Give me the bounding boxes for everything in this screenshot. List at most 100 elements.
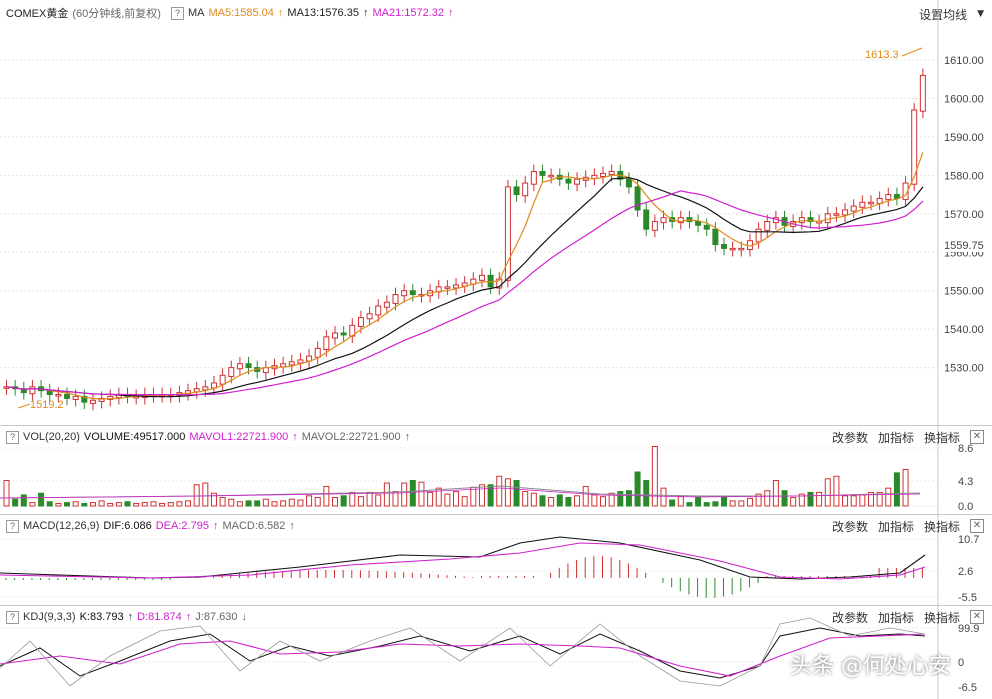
volume-bar xyxy=(55,502,62,507)
period-label: (60分钟线,前复权) xyxy=(72,8,161,20)
volume-bar xyxy=(677,496,684,507)
candle xyxy=(297,359,304,364)
volume-bar xyxy=(764,490,771,507)
volume-chart[interactable]: 8.6 4.3 0.0 xyxy=(0,426,992,514)
add-indicator-button[interactable]: 加指标 xyxy=(877,610,914,625)
volume-bar xyxy=(107,502,114,507)
volume-bar xyxy=(29,502,36,507)
volume-bar xyxy=(599,496,606,507)
candle xyxy=(522,182,529,197)
j-value: J:87.630 xyxy=(195,611,238,623)
candle xyxy=(893,194,900,199)
ma-settings[interactable]: 设置均线 ▼ xyxy=(919,5,984,23)
volume-bar xyxy=(332,497,339,507)
d-value: D:81.874 xyxy=(137,611,182,623)
dea-value: DEA:2.795 xyxy=(155,520,209,532)
current-price-label: 1559.75 xyxy=(944,240,984,252)
candle xyxy=(314,347,321,358)
candle xyxy=(599,172,606,178)
help-icon[interactable]: ? xyxy=(170,6,184,20)
mavol1-label: MAVOL1:22721.900 xyxy=(189,431,289,443)
candle xyxy=(20,388,27,394)
candle xyxy=(323,336,330,351)
candle xyxy=(357,317,364,327)
macd-panel: 10.7 2.6 -5.5 ? MACD(12,26,9) DIF:6.086 DE… xyxy=(0,515,992,605)
y-tick-label: 10.7 xyxy=(958,534,979,546)
arrow-up-icon: ↑ xyxy=(404,431,411,443)
candle xyxy=(409,290,416,296)
volume-bar xyxy=(262,498,269,507)
ma21-label: MA21:1572.32 xyxy=(372,7,445,19)
arrow-down-icon: ↓ xyxy=(241,611,247,623)
ma5-arrow-icon: ↑ xyxy=(277,7,284,19)
volume-bar xyxy=(617,491,624,507)
volume-bar xyxy=(159,502,166,507)
swap-indicator-button[interactable]: 换指标 xyxy=(923,519,960,534)
candlestick-chart[interactable]: 1610.001600.001590.001580.001570.001560.… xyxy=(0,0,992,425)
add-indicator-button[interactable]: 加指标 xyxy=(877,519,914,534)
params-button[interactable]: 改参数 xyxy=(831,610,868,625)
volume-bar xyxy=(790,497,797,507)
volume-bar xyxy=(565,497,572,507)
kdj-chart[interactable]: 99.9 0 -6.5 xyxy=(0,606,992,699)
swap-indicator-button[interactable]: 换指标 xyxy=(923,610,960,625)
help-icon[interactable]: ? xyxy=(6,430,19,444)
volume-bar xyxy=(833,475,840,507)
candle xyxy=(859,201,866,208)
y-tick-label: 1540.00 xyxy=(944,324,984,336)
macd-header: ? MACD(12,26,9) DIF:6.086 DEA:2.795 ↑ MAC… xyxy=(0,517,992,535)
volume-bar xyxy=(712,501,719,507)
candle xyxy=(375,305,382,316)
volume-bar xyxy=(643,480,650,507)
candle xyxy=(574,178,581,185)
volume-bar xyxy=(38,492,45,507)
candle xyxy=(677,217,684,224)
volume-bar xyxy=(746,497,753,507)
candle xyxy=(565,178,572,184)
candle xyxy=(392,294,399,304)
volume-bar xyxy=(539,495,546,507)
price-header: COMEX黄金 (60分钟线,前复权) ? MA MA5:1585.04 ↑ MA… xyxy=(0,4,992,22)
volume-buttons: 改参数 加指标 换指标 ✕ xyxy=(832,428,984,446)
close-icon[interactable]: ✕ xyxy=(970,430,984,444)
volume-bar xyxy=(349,491,356,507)
help-icon[interactable]: ? xyxy=(6,519,19,533)
volume-bar xyxy=(487,484,494,507)
volume-bar xyxy=(176,501,183,507)
volume-bar xyxy=(625,490,632,507)
volume-bar xyxy=(245,500,252,507)
volume-bar xyxy=(885,487,892,507)
close-icon[interactable]: ✕ xyxy=(970,519,984,533)
macd-chart[interactable]: 10.7 2.6 -5.5 xyxy=(0,515,992,605)
params-button[interactable]: 改参数 xyxy=(831,430,868,445)
volume-bar xyxy=(167,502,174,507)
y-tick-label: 1590.00 xyxy=(944,132,984,144)
volume-bar xyxy=(461,496,468,507)
volume-bar xyxy=(496,475,503,507)
candle xyxy=(366,313,373,320)
close-icon[interactable]: ✕ xyxy=(970,610,984,624)
volume-bar xyxy=(738,500,745,507)
candle xyxy=(548,174,555,178)
candle xyxy=(89,399,96,404)
volume-bar xyxy=(340,495,347,507)
volume-bar xyxy=(470,486,477,507)
help-icon[interactable]: ? xyxy=(6,610,19,624)
ma21-line xyxy=(6,190,924,396)
volume-bar xyxy=(236,501,243,507)
volume-bar xyxy=(141,502,148,507)
add-indicator-button[interactable]: 加指标 xyxy=(877,430,914,445)
ma5-line xyxy=(6,152,924,400)
candle xyxy=(591,174,598,179)
swap-indicator-button[interactable]: 换指标 xyxy=(923,430,960,445)
volume-bar xyxy=(703,502,710,507)
volume-bar xyxy=(867,491,874,507)
y-tick-label: 1610.00 xyxy=(944,55,984,67)
candle xyxy=(332,332,339,339)
params-button[interactable]: 改参数 xyxy=(831,519,868,534)
candle xyxy=(55,394,62,397)
ma-settings-button[interactable]: 设置均线 xyxy=(919,7,968,22)
volume-bar xyxy=(219,497,226,507)
arrow-up-icon: ↑ xyxy=(212,520,219,532)
candle xyxy=(245,363,252,369)
